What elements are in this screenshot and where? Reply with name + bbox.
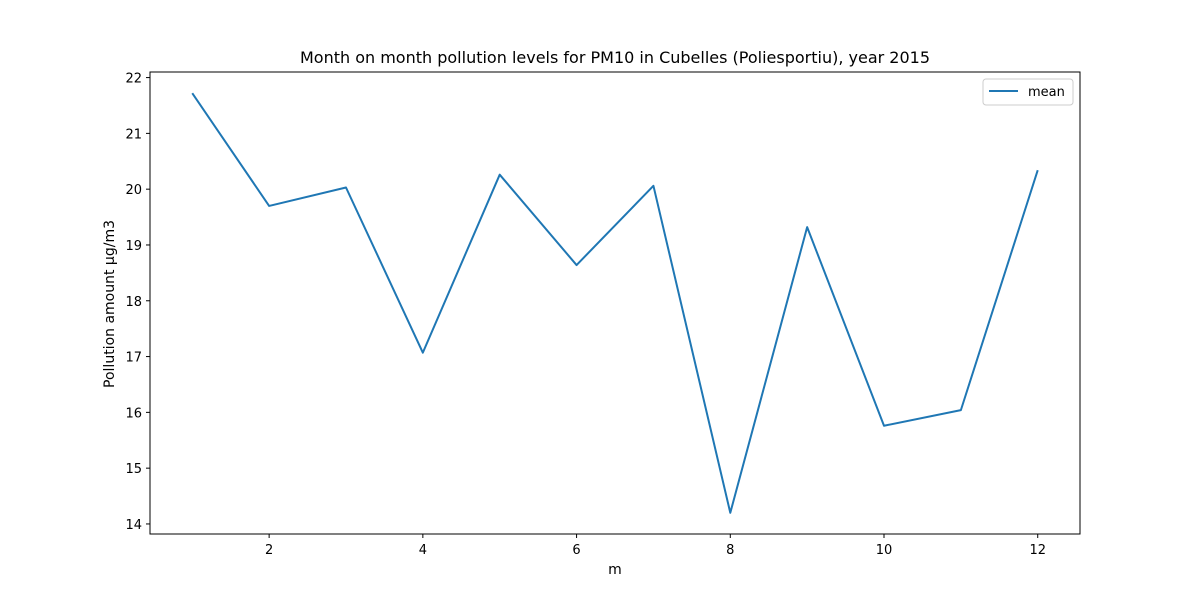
x-tick-label: 8 bbox=[726, 543, 734, 558]
y-tick-label: 19 bbox=[125, 239, 142, 254]
legend: mean bbox=[982, 78, 1074, 106]
y-tick-label: 20 bbox=[125, 183, 142, 198]
y-tick-label: 14 bbox=[125, 518, 142, 533]
data-point bbox=[268, 205, 270, 207]
y-tick-label: 17 bbox=[125, 351, 142, 366]
legend-label-mean: mean bbox=[1028, 85, 1065, 100]
chart-title: Month on month pollution levels for PM10… bbox=[300, 48, 930, 67]
x-tick-label: 2 bbox=[265, 543, 273, 558]
data-point bbox=[576, 264, 578, 266]
legend-box bbox=[982, 78, 1074, 106]
x-axis-label: m bbox=[608, 562, 622, 578]
x-tick-label: 6 bbox=[572, 543, 580, 558]
data-point bbox=[345, 187, 347, 189]
data-point bbox=[883, 425, 885, 427]
y-tick-label: 15 bbox=[125, 462, 142, 477]
x-tick-label: 10 bbox=[876, 543, 893, 558]
y-tick-label: 21 bbox=[125, 127, 142, 142]
y-axis-label: Pollution amount µg/m3 bbox=[102, 220, 118, 388]
x-tick-label: 4 bbox=[419, 543, 427, 558]
data-point bbox=[729, 512, 731, 514]
y-axis-ticks: 14 15 16 17 18 19 20 21 22 bbox=[125, 72, 150, 533]
x-tick-label: 12 bbox=[1029, 543, 1046, 558]
data-point bbox=[422, 352, 424, 354]
y-tick-label: 22 bbox=[125, 72, 142, 87]
series-line-mean bbox=[191, 92, 1039, 514]
series-layer bbox=[191, 92, 1039, 514]
y-tick-label: 16 bbox=[125, 406, 142, 421]
plot-frame bbox=[149, 71, 1081, 535]
data-point bbox=[806, 226, 808, 228]
data-point bbox=[499, 174, 501, 176]
data-point bbox=[652, 185, 654, 187]
x-axis-ticks: 2 4 6 8 10 12 bbox=[265, 534, 1046, 558]
data-point bbox=[191, 92, 193, 94]
data-point bbox=[1037, 169, 1039, 171]
plot-area bbox=[149, 71, 1081, 535]
data-point bbox=[960, 409, 962, 411]
y-tick-label: 18 bbox=[125, 295, 142, 310]
